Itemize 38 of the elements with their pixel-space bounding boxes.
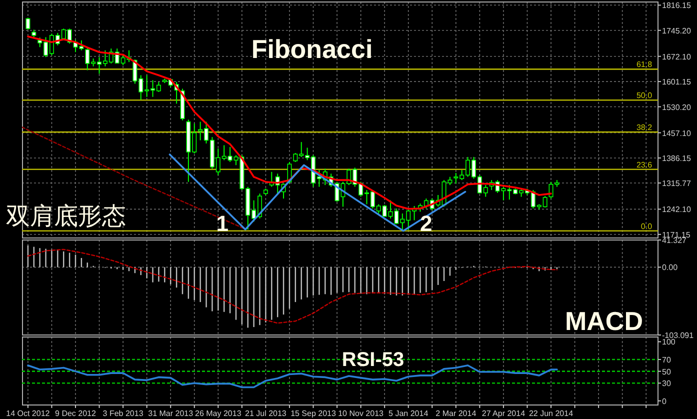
annotation: 61.8	[636, 60, 653, 70]
y-tick-label: -103.091	[662, 331, 694, 340]
y-tick-label: 0.00	[662, 263, 678, 272]
y-tick-label: 1745.20	[662, 26, 692, 36]
x-tick-label: 10 Nov 2013	[338, 409, 384, 418]
x-tick-label: 15 Sep 2013	[290, 409, 336, 418]
annotation: 38.2	[636, 123, 653, 132]
y-tick-label: 100	[662, 338, 676, 347]
y-tick-label: 1386.15	[662, 154, 692, 163]
y-tick-label: 1315.77	[662, 178, 692, 188]
x-tick-label: 27 Apr 2014	[482, 409, 526, 418]
y-tick-label: 30	[662, 379, 672, 388]
text: MACD	[565, 306, 643, 336]
y-tick-label: 1242.10	[662, 205, 692, 214]
annotation: 2	[420, 210, 432, 236]
x-tick-label: 2 Mar 2014	[436, 409, 477, 418]
x-tick-label: 14 Oct 2012	[6, 409, 50, 418]
y-tick-label: 1457.10	[662, 128, 692, 138]
y-tick-label: 70	[662, 355, 672, 364]
x-tick-label: 5 Jan 2014	[388, 409, 429, 418]
x-tick-label: 26 May 2013	[195, 409, 242, 418]
annotation: 50.0	[636, 91, 653, 100]
y-tick-label: 1530.20	[662, 102, 692, 112]
y-tick-label: 0	[662, 396, 667, 406]
y-tick-label: 1672.10	[662, 52, 692, 62]
y-tick-label: 1816.15	[662, 1, 692, 10]
annotation: 1	[216, 210, 229, 236]
y-tick-label: 50	[662, 367, 672, 376]
x-tick-label: 21 Jul 2013	[245, 409, 287, 418]
text: Fibonacci	[251, 34, 373, 64]
x-tick-label: 9 Dec 2012	[55, 409, 97, 418]
y-tick-label: 1601.15	[662, 78, 692, 87]
candlestick	[26, 17, 30, 30]
annotation: 0.0	[640, 222, 653, 231]
annotation: 23.6	[636, 160, 653, 170]
x-tick-label: 3 Feb 2013	[102, 409, 144, 418]
x-tick-label: 31 Mar 2013	[148, 409, 194, 418]
x-tick-label: 22 Jun 2014	[528, 409, 574, 418]
